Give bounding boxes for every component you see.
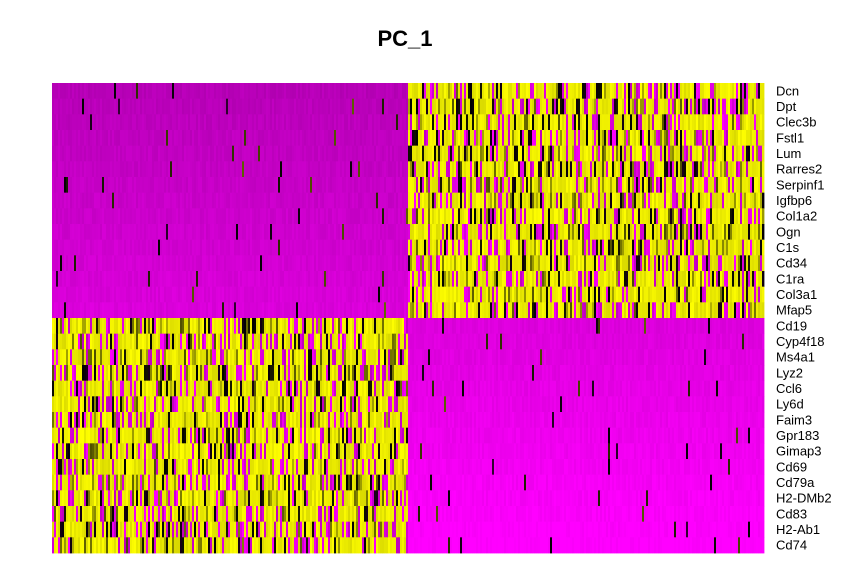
heatmap-cell: [762, 177, 764, 193]
heatmap-cell: [762, 208, 764, 224]
heatmap-cell: [762, 287, 764, 303]
heatmap-cells: [52, 83, 764, 553]
heatmap-cell: [762, 161, 764, 177]
heatmap-cell: [762, 83, 764, 99]
heatmap-cell: [762, 99, 764, 115]
heatmap-cell: [762, 255, 764, 271]
heatmap-cell: [762, 130, 764, 146]
heatmap-cell: [762, 271, 764, 287]
heatmap-cell: [762, 193, 764, 209]
heatmap-cell: [762, 146, 764, 162]
heatmap-cell: [762, 114, 764, 130]
heatmap-cell: [762, 240, 764, 256]
heatmap-cell: [762, 224, 764, 240]
